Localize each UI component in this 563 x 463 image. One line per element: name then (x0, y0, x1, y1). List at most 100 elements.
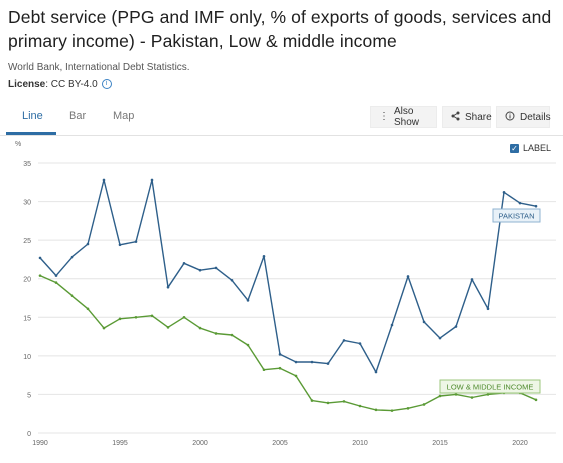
data-point (278, 366, 282, 370)
series-line (39, 274, 537, 412)
data-point (166, 285, 170, 289)
tab-bar: Line Bar Map (0, 100, 563, 136)
y-tick-label: 20 (23, 277, 31, 284)
data-point (342, 400, 346, 403)
data-point (534, 398, 538, 402)
source-text: World Bank, International Debt Statistic… (8, 62, 190, 73)
x-tick-label: 2020 (512, 440, 528, 447)
x-tick-label: 1990 (32, 440, 48, 447)
x-tick-label: 2005 (272, 440, 288, 447)
label-toggle[interactable]: ✓ LABEL (510, 143, 551, 153)
data-point (534, 204, 538, 208)
data-point (422, 403, 426, 406)
data-point (486, 393, 490, 396)
data-point (70, 255, 74, 259)
data-point (134, 240, 138, 243)
license-text: License: CC BY-4.0 i (8, 79, 112, 90)
data-point (118, 317, 122, 321)
data-point (358, 404, 362, 408)
info-circle-icon (505, 111, 515, 124)
data-point (278, 353, 282, 356)
data-point (86, 242, 90, 246)
data-point (54, 274, 58, 277)
data-point (438, 394, 442, 398)
data-point (214, 266, 218, 270)
data-point (230, 333, 234, 337)
data-point (438, 336, 442, 340)
more-vertical-icon: ⋮ (379, 111, 389, 122)
data-point (310, 360, 314, 364)
data-point (406, 407, 410, 410)
data-point (294, 374, 298, 378)
data-point (390, 323, 394, 327)
also-show-button[interactable]: ⋮ Also Show (370, 106, 437, 128)
details-button[interactable]: Details (496, 106, 551, 128)
data-point (198, 326, 202, 330)
details-label: Details (520, 111, 551, 123)
checkbox-checked-icon[interactable]: ✓ (510, 143, 519, 153)
y-tick-label: 5 (27, 392, 31, 399)
data-point (294, 360, 298, 364)
y-tick-label: 10 (23, 354, 31, 361)
also-show-label: Also Show (394, 106, 420, 128)
data-point (150, 314, 154, 318)
data-point (326, 401, 330, 405)
data-point (214, 332, 218, 335)
data-point (230, 278, 234, 282)
data-point (486, 307, 490, 311)
data-point (134, 315, 138, 319)
data-point (166, 326, 170, 329)
series-line (39, 179, 537, 373)
series-label-pakistan-box (492, 208, 541, 223)
data-point (502, 191, 506, 194)
data-point (54, 281, 58, 284)
y-tick-label: 25 (23, 238, 31, 245)
share-button[interactable]: Share (442, 106, 492, 128)
tab-map[interactable]: Map (113, 110, 135, 122)
data-point (454, 393, 458, 396)
data-point (374, 408, 378, 412)
data-point (470, 396, 474, 399)
y-tick-label: 15 (23, 315, 31, 322)
data-point (390, 409, 394, 412)
data-point (246, 343, 250, 347)
data-point (38, 274, 42, 277)
data-point (118, 243, 122, 247)
data-point (182, 261, 186, 265)
share-icon (451, 111, 460, 124)
data-point (86, 307, 90, 311)
line-chart: 0 5 10 15 20 25 30 35% 1990 1995 2000 2005 2010 2015 2… (15, 141, 556, 447)
license-value: : CC BY-4.0 (45, 79, 98, 90)
data-point (310, 399, 314, 402)
data-point (102, 326, 106, 330)
series-label-lmi-box (439, 379, 541, 394)
page-title: Debt service (PPG and IMF only, % of exp… (8, 7, 552, 51)
data-point (198, 268, 202, 272)
tab-line[interactable]: Line (22, 110, 43, 122)
data-point (470, 278, 474, 281)
y-tick-label: 0 (27, 431, 31, 438)
label-toggle-text: LABEL (523, 143, 552, 153)
series-label-pakistan: PAKISTAN (499, 212, 535, 221)
data-point (38, 256, 42, 260)
data-point (262, 255, 266, 258)
tab-bar-chart[interactable]: Bar (69, 110, 87, 122)
data-point (422, 320, 426, 324)
x-tick-label: 2010 (352, 440, 368, 447)
x-tick-label: 1995 (112, 440, 128, 447)
data-point (406, 275, 410, 278)
data-point (454, 325, 458, 328)
series-label-lmi: LOW & MIDDLE INCOME (447, 383, 534, 392)
active-tab-indicator (6, 132, 56, 135)
data-point (374, 370, 378, 374)
data-point (246, 299, 250, 302)
x-tick-label: 2000 (192, 440, 208, 447)
data-point (262, 368, 266, 372)
info-icon[interactable]: i (101, 79, 112, 90)
share-label: Share (465, 111, 492, 123)
data-point (102, 178, 106, 182)
y-tick-label: 35 (23, 161, 31, 168)
data-point (518, 201, 522, 205)
data-point (150, 178, 154, 182)
y-axis-label: % (15, 141, 21, 148)
